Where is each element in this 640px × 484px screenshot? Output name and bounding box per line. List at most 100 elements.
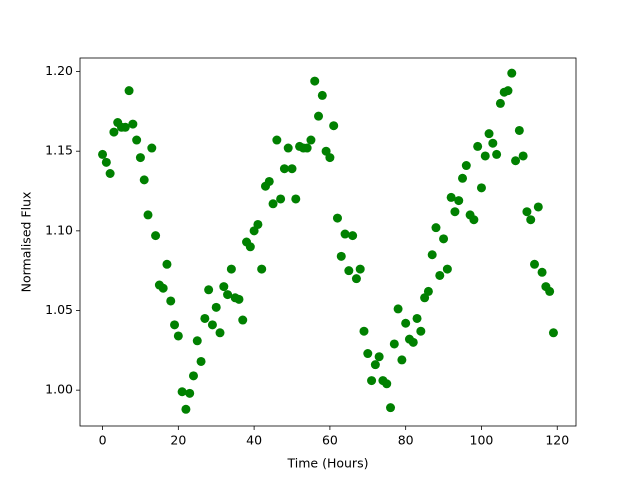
y-tick-label: 1.15 — [45, 143, 73, 158]
scatter-point — [234, 294, 244, 304]
scatter-point — [480, 151, 490, 161]
y-tick-label: 1.20 — [45, 63, 73, 78]
scatter-point — [488, 138, 498, 148]
scatter-point — [291, 194, 301, 204]
scatter-point — [340, 229, 350, 239]
scatter-point — [158, 283, 168, 293]
scatter-point — [238, 315, 248, 325]
scatter-point — [124, 86, 134, 96]
scatter-point — [181, 404, 191, 414]
scatter-point — [143, 210, 153, 220]
y-tick-label: 1.00 — [45, 382, 73, 397]
scatter-point — [389, 339, 399, 349]
scatter-point — [545, 286, 555, 296]
scatter-point — [537, 267, 547, 277]
scatter-point — [325, 153, 335, 163]
scatter-point — [253, 219, 263, 229]
y-tick-label: 1.05 — [45, 302, 73, 317]
scatter-point — [332, 213, 342, 223]
scatter-point — [533, 202, 543, 212]
scatter-point — [200, 313, 210, 323]
scatter-point — [226, 264, 236, 274]
scatter-point — [507, 68, 517, 78]
scatter-point — [302, 143, 312, 153]
scatter-point — [382, 379, 392, 389]
scatter-point — [446, 192, 456, 202]
scatter-point — [98, 149, 108, 159]
scatter-point — [336, 251, 346, 261]
scatter-point — [416, 326, 426, 336]
scatter-point — [257, 264, 267, 274]
scatter-point — [211, 302, 221, 312]
scatter-point — [310, 76, 320, 86]
scatter-point — [135, 153, 145, 163]
scatter-point — [484, 129, 494, 139]
x-tick-label: 120 — [545, 433, 569, 448]
scatter-point — [207, 320, 217, 330]
scatter-point — [166, 296, 176, 306]
y-tick-label: 1.10 — [45, 222, 73, 237]
x-tick-label: 100 — [470, 433, 494, 448]
scatter-point — [109, 127, 119, 137]
scatter-point — [401, 318, 411, 328]
scatter-point — [476, 183, 486, 193]
scatter-point — [177, 387, 187, 397]
scatter-point — [454, 196, 464, 206]
scatter-point — [173, 331, 183, 341]
scatter-point — [442, 264, 452, 274]
x-tick-label: 60 — [322, 433, 338, 448]
scatter-point — [439, 234, 449, 244]
scatter-point — [204, 285, 214, 295]
scatter-point — [188, 371, 198, 381]
scatter-point — [196, 356, 206, 366]
scatter-point — [518, 151, 528, 161]
scatter-point — [412, 313, 422, 323]
scatter-point — [151, 231, 161, 241]
scatter-point — [162, 259, 172, 269]
scatter-point — [367, 376, 377, 386]
scatter-point — [348, 231, 358, 241]
scatter-point — [223, 290, 233, 300]
scatter-point — [469, 215, 479, 225]
scatter-point — [170, 320, 180, 330]
scatter-point — [423, 286, 433, 296]
scatter-point — [514, 125, 524, 135]
scatter-point — [359, 326, 369, 336]
scatter-point — [344, 266, 354, 276]
x-tick-label: 40 — [246, 433, 262, 448]
scatter-point — [329, 121, 339, 131]
scatter-point — [435, 270, 445, 280]
scatter-point — [105, 168, 115, 178]
x-tick-label: 0 — [99, 433, 107, 448]
scatter-point — [393, 304, 403, 314]
scatter-point — [461, 161, 471, 171]
scatter-point — [458, 173, 468, 183]
scatter-point — [287, 164, 297, 174]
scatter-point — [219, 282, 229, 292]
scatter-point — [192, 336, 202, 346]
scatter-point — [503, 86, 513, 96]
scatter-point — [147, 143, 157, 153]
scatter-point — [128, 119, 138, 129]
scatter-point — [548, 328, 558, 338]
scatter-point — [495, 98, 505, 108]
scatter-point — [306, 135, 316, 145]
scatter-point — [132, 135, 142, 145]
scatter-point — [272, 135, 282, 145]
scatter-point — [215, 328, 225, 338]
scatter-point — [408, 337, 418, 347]
scatter-point — [279, 164, 289, 174]
scatter-point — [245, 242, 255, 252]
x-tick-label: 80 — [398, 433, 414, 448]
scatter-point — [427, 250, 437, 260]
scatter-point — [355, 264, 365, 274]
scatter-point — [185, 388, 195, 398]
scatter-point — [283, 143, 293, 153]
scatter-point — [370, 360, 380, 370]
scatter-point — [522, 207, 532, 217]
scatter-point — [511, 156, 521, 166]
scatter-point — [351, 274, 361, 284]
scatter-point — [450, 207, 460, 217]
scatter-point — [374, 352, 384, 362]
